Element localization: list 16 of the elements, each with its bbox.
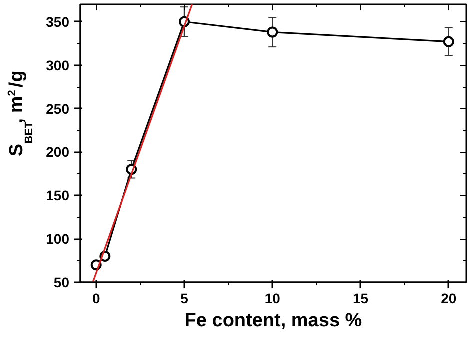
x-tick-label: 20 xyxy=(441,290,457,306)
x-tick-label: 10 xyxy=(264,290,281,306)
y-tick-label: 50 xyxy=(54,274,70,290)
y-tick-label: 300 xyxy=(46,57,70,74)
y-tick-label: 150 xyxy=(46,188,70,204)
y-axis-title: SBET, m2/g xyxy=(6,70,36,157)
y-tick-label: 350 xyxy=(46,14,70,30)
y-tick-label: 200 xyxy=(46,144,70,160)
y-tick-label: 250 xyxy=(46,100,70,117)
y-tick-label: 100 xyxy=(46,231,70,248)
x-axis-title: Fe content, mass % xyxy=(184,310,362,332)
x-tick-label: 5 xyxy=(180,290,189,306)
x-tick-label: 0 xyxy=(92,290,100,306)
point xyxy=(443,36,454,48)
point xyxy=(267,26,278,38)
x-tick-label: 15 xyxy=(352,290,369,306)
